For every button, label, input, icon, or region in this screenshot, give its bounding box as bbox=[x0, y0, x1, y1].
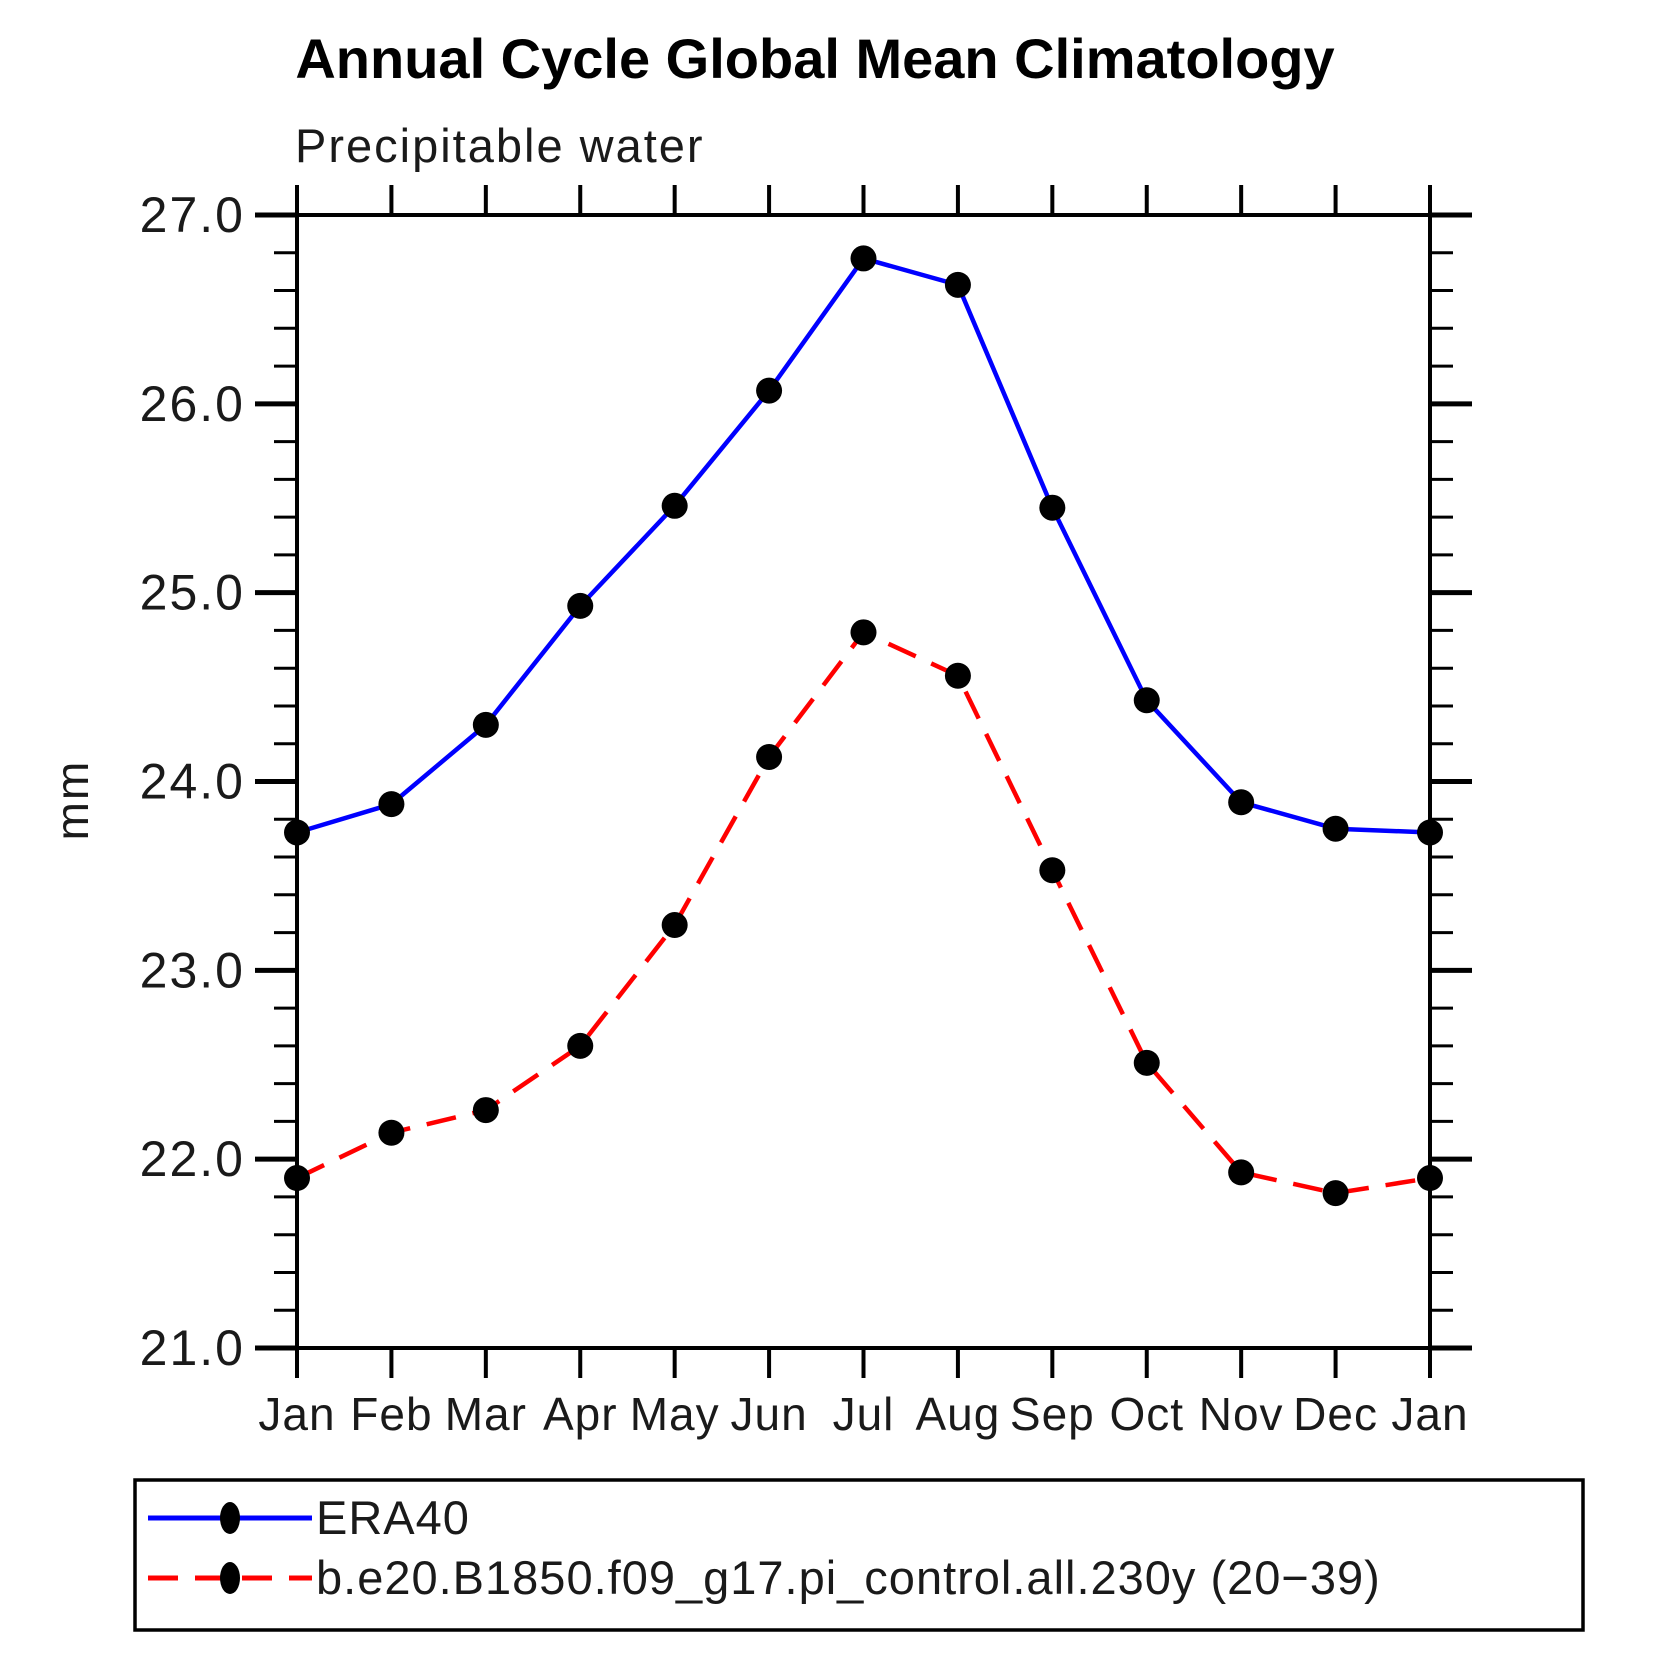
data-point bbox=[472, 711, 499, 738]
data-point bbox=[944, 662, 971, 689]
y-tick-label: 24.0 bbox=[140, 754, 245, 810]
y-tick-label: 26.0 bbox=[140, 376, 245, 432]
data-point bbox=[756, 377, 783, 404]
x-tick-label: Jan bbox=[1391, 1388, 1468, 1440]
data-point bbox=[284, 819, 310, 846]
y-tick-label: 25.0 bbox=[140, 565, 245, 621]
x-tick-label: Feb bbox=[350, 1388, 432, 1440]
legend-label: b.e20.B1850.f09_g17.pi_control.all.230y … bbox=[316, 1551, 1381, 1604]
legend-marker bbox=[220, 1502, 240, 1534]
series-group bbox=[284, 245, 1443, 1207]
data-point bbox=[850, 245, 877, 272]
chart-title: Annual Cycle Global Mean Climatology bbox=[295, 27, 1334, 90]
chart-subtitle: Precipitable water bbox=[295, 119, 705, 172]
y-tick-label: 27.0 bbox=[140, 187, 245, 243]
y-tick-label: 23.0 bbox=[140, 942, 245, 998]
data-point bbox=[756, 743, 783, 770]
x-tick-label: Oct bbox=[1109, 1388, 1184, 1440]
x-tick-label: Jul bbox=[833, 1388, 895, 1440]
data-point bbox=[567, 592, 594, 619]
series-line-2 bbox=[296, 630, 1431, 1196]
legend-label: ERA40 bbox=[316, 1491, 470, 1544]
data-point bbox=[661, 492, 688, 519]
data-point bbox=[1133, 1049, 1160, 1076]
data-point bbox=[1417, 819, 1443, 846]
data-point bbox=[1039, 494, 1066, 521]
data-point bbox=[1228, 789, 1255, 816]
x-tick-label: Dec bbox=[1293, 1388, 1378, 1440]
x-tick-label: May bbox=[630, 1388, 720, 1440]
data-point bbox=[567, 1032, 594, 1059]
x-tick-label: Nov bbox=[1199, 1388, 1284, 1440]
x-tick-label: Jun bbox=[730, 1388, 807, 1440]
data-point bbox=[1228, 1159, 1255, 1186]
data-point bbox=[1322, 815, 1349, 842]
data-point bbox=[944, 271, 971, 298]
data-point bbox=[378, 791, 405, 818]
series-line-1 bbox=[296, 256, 1431, 835]
x-tick-label: Apr bbox=[543, 1388, 618, 1440]
data-point bbox=[1133, 687, 1160, 714]
data-point bbox=[1039, 857, 1066, 884]
x-tick-label: Aug bbox=[915, 1388, 1000, 1440]
data-point bbox=[378, 1119, 405, 1146]
axes-group: Jan Feb Mar Apr May Jun Jul Aug Sep Oct Nov Dec Jan2… bbox=[140, 185, 1472, 1440]
y-tick-label: 21.0 bbox=[140, 1320, 245, 1376]
y-tick-label: 22.0 bbox=[140, 1131, 245, 1187]
x-tick-label: Jan bbox=[258, 1388, 335, 1440]
legend-group: ERA40 b.e20.B1850.f09_g17.pi_control.all.… bbox=[133, 1478, 1585, 1632]
legend-marker bbox=[220, 1562, 240, 1594]
data-point bbox=[850, 619, 877, 646]
data-point bbox=[1417, 1165, 1443, 1192]
y-axis-label: mm bbox=[46, 760, 98, 841]
data-point bbox=[1322, 1180, 1349, 1207]
data-point bbox=[284, 1165, 310, 1192]
data-point bbox=[661, 912, 688, 939]
legend-box bbox=[133, 1478, 1585, 1632]
x-tick-label: Mar bbox=[445, 1388, 527, 1440]
data-point bbox=[472, 1097, 499, 1124]
x-tick-label: Sep bbox=[1010, 1388, 1095, 1440]
